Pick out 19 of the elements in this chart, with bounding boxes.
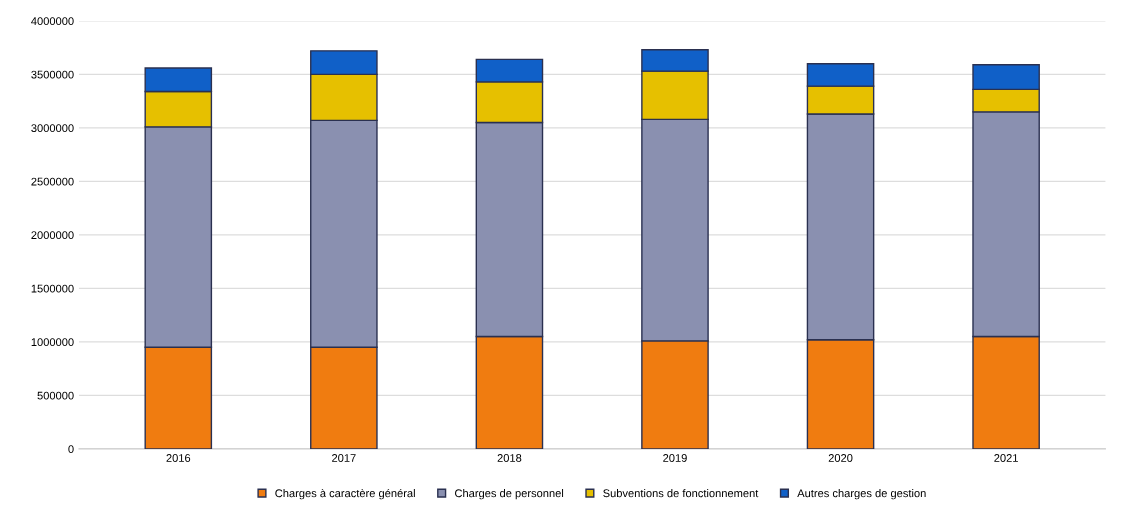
y-tick-label: 2500000 bbox=[31, 177, 74, 186]
legend-label: Charges de personnel bbox=[455, 489, 564, 500]
y-tick-label: 0 bbox=[68, 445, 74, 454]
y-tick-label: 1000000 bbox=[31, 338, 74, 347]
y-tick-label: 1500000 bbox=[31, 284, 74, 293]
legend-label: Subventions de fonctionnement bbox=[603, 489, 759, 498]
x-tick-label: 2017 bbox=[332, 454, 356, 462]
legend-label: Autres charges de gestion bbox=[797, 489, 926, 500]
y-tick-label: 3500000 bbox=[31, 70, 74, 79]
y-tick-label: 500000 bbox=[37, 391, 74, 400]
x-tick-label: 2018 bbox=[497, 454, 522, 462]
y-tick-label: 3000000 bbox=[31, 124, 74, 133]
y-tick-label: 4000000 bbox=[31, 17, 74, 26]
x-tick-label: 2019 bbox=[663, 454, 687, 462]
legend-label: Charges à caractère général bbox=[275, 488, 415, 500]
x-tick-label: 2021 bbox=[994, 454, 1018, 462]
x-tick-label: 2020 bbox=[828, 454, 853, 462]
y-tick-label: 2000000 bbox=[31, 231, 74, 240]
x-tick-label: 2016 bbox=[166, 454, 191, 462]
